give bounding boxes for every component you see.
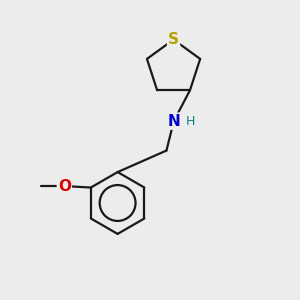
Text: S: S: [168, 32, 179, 47]
Text: H: H: [185, 115, 195, 128]
Text: O: O: [58, 178, 71, 194]
Text: N: N: [167, 114, 180, 129]
